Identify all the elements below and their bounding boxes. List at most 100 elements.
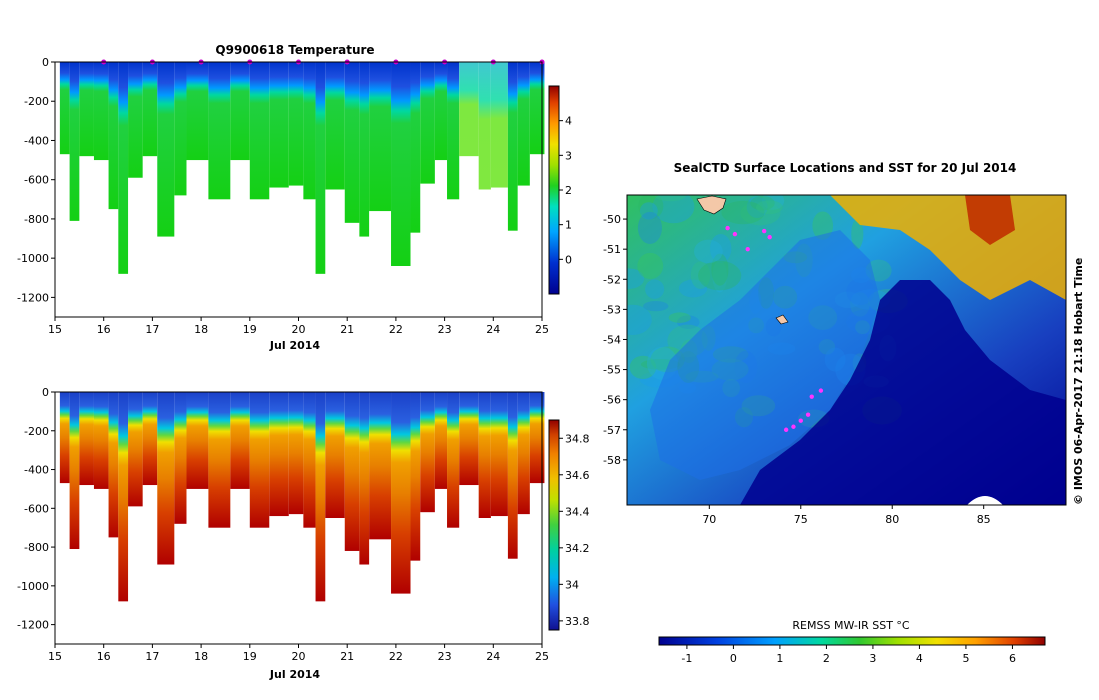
sst-colorbar-tick-label: -1: [681, 652, 692, 665]
sst-texture-patch: [740, 201, 781, 226]
colorbar-tick-label: 2: [565, 184, 572, 197]
salinity-x-ticks: 15 16 17 18 19 20 21 22 23 24 25: [48, 644, 549, 663]
x-tick-label: 17: [145, 323, 159, 336]
profile-column: [93, 392, 109, 489]
colorbar-tick-label: 33.8: [565, 615, 590, 628]
profile-column: [59, 62, 70, 155]
x-tick-label: 21: [340, 323, 354, 336]
x-tick-label: 15: [48, 323, 62, 336]
profile-column: [118, 62, 129, 274]
profile-column: [118, 392, 129, 602]
x-tick-label: 24: [486, 323, 500, 336]
profile-column: [230, 392, 250, 489]
y-tick-label: -800: [24, 213, 49, 226]
profile-column: [174, 392, 187, 524]
sst-texture-patch: [709, 234, 732, 264]
map-y-tick-label: -55: [603, 364, 621, 377]
sst-mid-blue-region: [650, 230, 880, 480]
profile-column: [230, 62, 250, 161]
y-tick-label: 0: [42, 386, 49, 399]
colorbar-tick-label: 0: [565, 253, 572, 266]
profile-column: [517, 392, 530, 515]
sst-texture-patch: [654, 195, 687, 202]
map-y-tick-label: -54: [603, 333, 621, 346]
colorbar-tick-label: 34: [565, 578, 579, 591]
sst-texture-patch: [698, 260, 742, 291]
map-y-tick-label: -52: [603, 273, 621, 286]
seal-surface-location: [767, 234, 772, 240]
y-tick-label: -1200: [17, 619, 49, 632]
profile-column: [186, 62, 209, 161]
sst-texture-patch: [750, 195, 775, 211]
profile-column: [344, 392, 360, 551]
temperature-colorbar-ticks: 0 1 2 3 4: [559, 115, 572, 266]
profile-column: [208, 62, 231, 200]
profile-column: [108, 392, 119, 538]
profile-column: [369, 392, 392, 540]
map-y-tick-label: -51: [603, 243, 621, 256]
seal-surface-location: [791, 424, 796, 429]
profile-column: [315, 62, 326, 274]
kerguelen-island-landmass: [696, 195, 727, 215]
x-tick-label: 16: [97, 650, 111, 663]
sst-texture-patch: [746, 196, 768, 218]
sst-texture-patch: [711, 253, 729, 286]
x-tick-label: 23: [438, 650, 452, 663]
x-tick-label: 20: [292, 323, 306, 336]
profile-column: [391, 62, 411, 266]
colorbar-tick-label: 34.4: [565, 505, 590, 518]
map-x-tick-label: 85: [977, 513, 991, 526]
sst-texture-patch: [690, 261, 711, 290]
y-tick-label: -400: [24, 464, 49, 477]
sst-map-x-ticks: 70 75 80 85: [702, 505, 991, 526]
colorbar-tick-label: 4: [565, 115, 572, 128]
profile-column: [93, 62, 109, 161]
profile-column: [288, 62, 304, 186]
salinity-colorbar: [548, 419, 560, 631]
colorbar-tick-label: 1: [565, 219, 572, 232]
x-tick-label: 15: [48, 650, 62, 663]
sst-colorbar-tick-label: 1: [776, 652, 783, 665]
y-tick-label: -400: [24, 134, 49, 147]
profile-column: [434, 62, 448, 161]
sst-map-title: SealCTD Surface Locations and SST for 20…: [674, 161, 1017, 175]
profile-column: [69, 62, 80, 221]
y-tick-label: -1000: [17, 252, 49, 265]
x-tick-label: 18: [194, 323, 208, 336]
profile-column: [447, 392, 460, 528]
sst-texture-patch: [812, 211, 834, 240]
profile-column: [410, 392, 421, 561]
x-tick-label: 19: [243, 650, 257, 663]
y-tick-label: -600: [24, 502, 49, 515]
profile-column: [478, 62, 491, 190]
map-x-tick-label: 70: [702, 513, 716, 526]
profile-column: [208, 392, 231, 528]
sst-map-y-ticks: -50 -51 -52 -53 -54 -55 -56 -57 -58: [603, 213, 627, 467]
profile-column: [142, 62, 158, 157]
sst-colorbar-tick-label: 4: [916, 652, 923, 665]
seal-track-markers: [725, 225, 824, 432]
profile-column: [359, 62, 370, 237]
y-tick-label: -1200: [17, 291, 49, 304]
x-tick-label: 21: [340, 650, 354, 663]
sst-texture-patch: [851, 218, 864, 249]
sst-colorbar-tick-label: 3: [869, 652, 876, 665]
map-y-tick-label: -50: [603, 213, 621, 226]
sst-texture-patch: [712, 260, 727, 293]
copyright-label: © IMOS 06-Apr-2017 21:18 Hobart Time: [1072, 258, 1085, 505]
profile-column: [459, 62, 479, 157]
profile-column: [325, 62, 345, 190]
profile-column: [269, 392, 289, 517]
profile-column: [344, 62, 360, 223]
sst-texture-patch: [629, 355, 657, 380]
profile-column: [157, 62, 175, 237]
profile-column: [157, 392, 175, 565]
profile-column: [303, 62, 316, 200]
profile-column: [128, 392, 143, 507]
temperature-x-ticks: 15 16 17 18 19 20 21 22 23 24 25: [48, 317, 549, 336]
y-tick-label: 0: [42, 56, 49, 69]
x-tick-label: 17: [145, 650, 159, 663]
salinity-section-panel: 0 -200 -400 -600 -800 -1000 -1200 15 16 17 18 19 20…: [17, 386, 589, 681]
antarctica-landmass: [967, 496, 1003, 505]
profile-column: [490, 62, 508, 188]
